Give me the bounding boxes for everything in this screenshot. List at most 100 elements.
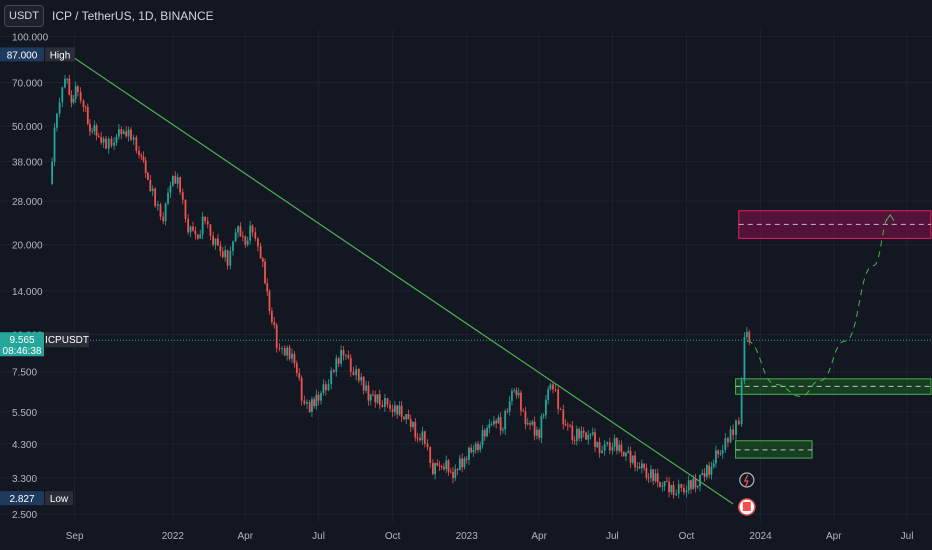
candle-body [181,192,184,200]
candle-body [699,474,701,487]
candle-body [587,435,590,440]
candle-body [486,427,488,437]
currency-selector[interactable]: USDT [4,5,44,27]
candle-body [345,355,347,357]
candle-body [234,232,237,242]
y-tick-label: 4.300 [12,440,37,451]
candle-body [456,469,459,471]
candle-body [705,465,708,477]
candle-body [620,444,623,452]
candle-body [566,425,569,427]
candle-body [474,443,477,451]
candle-body [517,392,520,396]
candle-body [232,241,234,252]
candle-body [132,137,135,140]
candle-body [311,399,313,412]
candle-body [690,480,692,489]
candle-body [281,348,283,350]
candle-body [58,102,61,114]
candle-body [400,405,403,417]
candle-body [506,410,509,412]
candle-body [423,431,426,444]
candle-body [93,125,96,132]
candle-body [670,485,673,493]
candle-body [573,439,576,441]
candle-body [694,478,697,488]
candle-body [241,236,244,237]
candle-body [696,486,699,488]
candle-body [564,424,567,426]
candle-body [206,221,209,225]
candle-body [291,353,293,359]
candle-body [557,389,560,410]
candle-body [611,446,614,451]
candle-body [224,250,227,258]
candle-body [349,357,352,372]
candle-body [100,136,103,143]
candle-body [504,410,507,430]
candle-body [229,251,232,266]
candle-body [545,399,547,416]
candle-body [665,481,668,482]
candle-body [535,429,538,436]
candle-body [317,394,320,401]
candle-body [79,92,82,101]
candle-body [402,416,405,420]
candle-body [645,467,648,478]
candle-body [110,138,113,146]
candle-body [531,421,534,425]
candle-body [488,424,491,428]
candle-body [682,487,685,493]
candle-body [497,417,500,424]
candle-body [127,129,130,137]
candle-body [268,291,271,311]
current-price-text: 9.565 [9,335,34,346]
low-price-badge-bg [0,491,44,506]
low-label-badge-bg [45,491,73,506]
candle-body [594,432,596,447]
candle-body [452,472,454,479]
candle-body [659,482,661,487]
candle-body [526,423,529,425]
candle-body [578,428,581,439]
candle-body [337,358,340,364]
grid [0,30,932,522]
candle-body [552,384,554,390]
candle-body [347,355,350,358]
candle-body [405,414,408,420]
low-label-badge-text: Low [50,494,69,505]
candle-body [618,444,621,451]
candle-body [275,325,278,349]
y-tick-label: 100.000 [12,32,49,43]
candle-body [540,416,543,438]
candle-body [140,154,143,157]
candle-body [278,348,281,350]
x-tick-label: Sep [66,531,84,542]
candle-body [513,390,516,392]
candle-body [293,353,296,364]
y-tick-label: 28.000 [12,197,43,208]
x-tick-label: 2022 [162,531,185,542]
downtrend-line [68,53,734,505]
candle-body [61,87,64,103]
earnings-glyph [742,502,751,511]
candle-body [174,176,177,184]
candle-body [643,463,646,468]
candle-body [416,437,419,439]
high-label-badge-bg [45,47,75,62]
candle-body [490,424,493,426]
lightning-circle [739,472,755,488]
candle-body [529,423,531,425]
candle-body [547,389,550,400]
candle-body [244,236,247,245]
candle-body [656,473,659,483]
candle-body [717,450,720,454]
candle-body [376,394,379,403]
candle-body [295,363,298,374]
candle-body [631,455,634,463]
candle-body [672,485,675,495]
candle-body [254,232,257,239]
candle-body [426,443,429,447]
